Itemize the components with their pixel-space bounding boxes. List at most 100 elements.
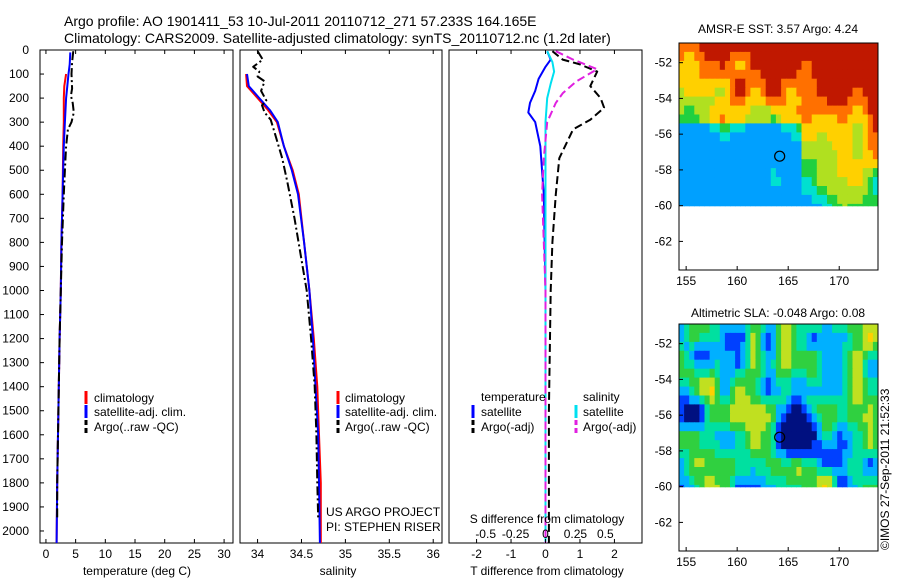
heatmap-cell — [770, 51, 777, 62]
heatmap-cell — [755, 105, 762, 116]
heatmap-cell — [740, 43, 746, 53]
heatmap-cell — [775, 458, 782, 468]
heatmap-cell — [832, 96, 838, 107]
heatmap-cell — [750, 404, 757, 414]
heatmap-cell — [745, 458, 751, 468]
heatmap-cell — [679, 60, 685, 71]
heatmap-cell — [750, 194, 757, 205]
heatmap-cell — [740, 368, 746, 379]
heatmap-cell — [786, 386, 792, 397]
heatmap-cell — [857, 404, 864, 414]
heatmap-cell — [811, 105, 818, 116]
heatmap-cell — [842, 60, 848, 71]
heatmap-cell — [755, 395, 762, 405]
heatmap-cell — [704, 377, 711, 388]
heatmap-cell — [735, 422, 741, 432]
heatmap-cell — [679, 114, 685, 124]
heatmap-cell — [821, 377, 828, 388]
heatmap-cell — [709, 159, 716, 169]
heatmap-cell — [735, 386, 741, 397]
heatmap-cell — [842, 467, 848, 477]
heatmap-cell — [827, 51, 833, 62]
heatmap-cell — [786, 377, 792, 388]
heatmap-cell — [867, 203, 874, 207]
heatmap-cell — [857, 332, 864, 343]
heatmap-cell — [724, 186, 731, 196]
heatmap-cell — [821, 96, 828, 107]
heatmap-cell — [679, 87, 685, 98]
heatmap-cell — [862, 377, 869, 388]
heatmap-cell — [709, 422, 716, 432]
heatmap-cell — [862, 194, 869, 205]
heatmap-cell — [684, 368, 690, 379]
heatmap-cell — [684, 440, 690, 450]
heatmap-cell — [821, 413, 828, 423]
salinity-axis-label: salinity — [320, 564, 357, 578]
heatmap-cell — [750, 43, 757, 53]
heatmap-cell — [730, 350, 736, 361]
heatmap-cell — [842, 484, 848, 488]
heatmap-cell — [806, 60, 813, 71]
heatmap-cell — [704, 458, 711, 468]
heatmap-cell — [786, 60, 792, 71]
heatmap-cell — [735, 431, 741, 441]
heatmap-cell — [857, 177, 864, 187]
heatmap-cell — [775, 141, 782, 151]
heatmap-cell — [704, 105, 711, 116]
heatmap-cell — [755, 324, 762, 334]
heatmap-cell — [842, 368, 848, 379]
heatmap-cell — [735, 440, 741, 450]
heatmap-cell — [755, 123, 762, 133]
heatmap-cell — [775, 194, 782, 205]
heatmap-cell — [765, 359, 772, 370]
heatmap-cell — [847, 458, 854, 468]
heatmap-cell — [689, 105, 695, 116]
heatmap-cell — [760, 43, 767, 53]
heatmap-cell — [740, 440, 746, 450]
heatmap-cell — [699, 386, 706, 397]
heatmap-cell — [719, 467, 726, 477]
heatmap-cell — [867, 114, 874, 124]
heatmap-cell — [821, 43, 828, 53]
heatmap-cell — [781, 377, 787, 388]
heatmap-cell — [714, 43, 721, 53]
heatmap-cell — [684, 105, 690, 116]
heatmap-cell — [735, 105, 741, 116]
heatmap-cell — [806, 359, 813, 370]
heatmap-cell — [847, 332, 854, 343]
heatmap-cell — [791, 440, 797, 450]
heatmap-cell — [770, 431, 777, 441]
heatmap-cell — [852, 123, 859, 133]
heatmap-cell — [786, 150, 792, 160]
heatmap-cell — [791, 51, 797, 62]
heatmap-cell — [684, 449, 690, 459]
heatmap-cell — [750, 377, 757, 388]
heatmap-cell — [740, 431, 746, 441]
heatmap-cell — [704, 69, 711, 80]
heatmap-cell — [684, 377, 690, 388]
heatmap-cell — [786, 324, 792, 334]
heatmap-cell — [821, 203, 828, 207]
heatmap-cell — [694, 51, 700, 62]
heatmap-cell — [791, 69, 797, 80]
heatmap-cell — [709, 377, 716, 388]
y-tick-label: -58 — [655, 444, 673, 458]
heatmap-cell — [694, 141, 700, 151]
heatmap-cell — [760, 458, 767, 468]
heatmap-cell — [816, 43, 823, 53]
heatmap-cell — [679, 484, 685, 488]
heatmap-cell — [704, 78, 711, 89]
heatmap-cell — [781, 177, 787, 187]
heatmap-cell — [730, 43, 736, 53]
heatmap-cell — [775, 395, 782, 405]
heatmap-cell — [694, 350, 700, 361]
heatmap-cell — [837, 159, 843, 169]
heatmap-cell — [837, 51, 843, 62]
heatmap-cell — [694, 194, 700, 205]
heatmap-cell — [786, 159, 792, 169]
plot-title-line-2: Climatology: CARS2009. Satellite-adjuste… — [64, 30, 611, 46]
heatmap-cell — [694, 413, 700, 423]
series-line-temperature-argo-adj — [547, 50, 606, 543]
heatmap-cell — [872, 51, 878, 62]
heatmap-cell — [699, 413, 706, 423]
